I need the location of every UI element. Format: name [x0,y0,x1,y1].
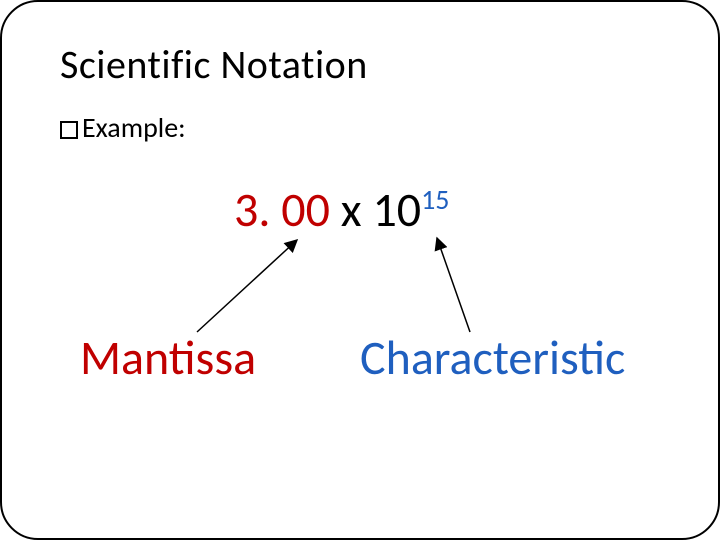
scientific-notation-expression: 3. 00 x 1015 [234,180,450,239]
slide-frame: Scientific Notation Example: 3. 00 x 101… [0,0,720,540]
base-value: 10 [372,180,421,239]
mantissa-value: 3. 00 [234,180,330,239]
characteristic-label: Characteristic [360,328,625,387]
exponent-value: 15 [421,182,449,217]
slide-title: Scientific Notation [60,40,368,89]
multiply-operator: x [330,180,373,239]
mantissa-arrow-line [197,240,297,332]
example-label: Example: [82,110,186,145]
characteristic-arrow-line [437,238,470,332]
bullet-square-icon [60,121,78,139]
example-line: Example: [60,110,186,145]
mantissa-label: Mantissa [80,328,256,387]
